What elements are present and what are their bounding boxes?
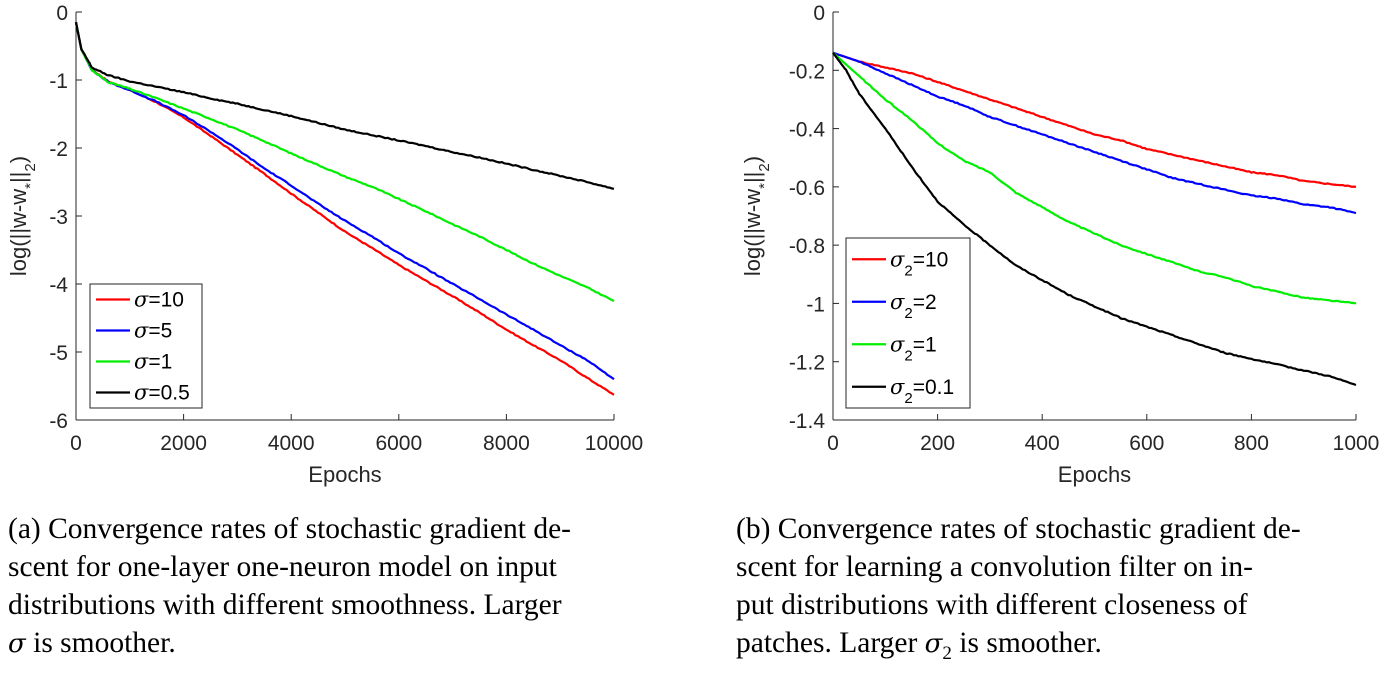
y-tick-label: -2 xyxy=(49,138,68,161)
series-line-a-3 xyxy=(74,22,615,190)
series-line-b-0 xyxy=(832,51,1357,188)
legend-box xyxy=(89,283,203,409)
legend-entry: σ=0.5 xyxy=(134,381,190,405)
x-tick-label: 400 xyxy=(1025,432,1060,455)
caption-b-line-2: scent for learning a convolution filter … xyxy=(736,551,1253,583)
x-axis-label: Epochs xyxy=(1058,462,1131,487)
plot-a: 0 2000 4000 6000 8000 10000 0 -1 -2 -3 -4 -5 -6 Epoch… xyxy=(6,2,643,487)
caption-a-line-4-text: is smoother. xyxy=(25,627,176,659)
x-tick-label: 1000 xyxy=(1333,432,1380,455)
x-tick-label: 8000 xyxy=(483,432,530,455)
y-axis-label: log(||w-w*||2) xyxy=(740,156,773,276)
series-line-a-2 xyxy=(74,22,615,303)
series-line-b-1 xyxy=(832,51,1357,215)
caption-a-sigma: σ xyxy=(8,629,26,659)
y-tick-label: -3 xyxy=(49,206,68,229)
legend-entry: σ=5 xyxy=(134,319,172,343)
y-tick-label: -0.6 xyxy=(789,177,825,200)
y-tick-label: -6 xyxy=(49,410,68,433)
series-line-b-3 xyxy=(832,52,1357,387)
x-tick-label: 10000 xyxy=(585,432,643,455)
x-tick-label: 6000 xyxy=(375,432,422,455)
legend-b: σ2=10 σ2=2 σ2=1 σ2=0.1 xyxy=(845,237,971,409)
y-tick-label: 0 xyxy=(56,2,68,25)
x-axis-label: Epochs xyxy=(308,462,381,487)
series-line-b-2 xyxy=(832,51,1357,305)
x-tick-label: 600 xyxy=(1129,432,1164,455)
y-tick-label: -1 xyxy=(806,293,825,316)
legend-entry: σ2=1 xyxy=(890,332,937,364)
caption-b: (b) Convergence rates of stochastic grad… xyxy=(736,510,1384,673)
caption-b-line-3: put distributions with different closene… xyxy=(736,589,1248,621)
caption-b-sigma: σ xyxy=(924,629,943,659)
figure: 0 2000 4000 6000 8000 100000-1-2-3-4-5-6Epoch… xyxy=(6,2,1379,487)
caption-a-line-3: distributions with different smoothness.… xyxy=(8,589,562,621)
caption-a-line-1: (a) Convergence rates of stochastic grad… xyxy=(8,513,571,545)
caption-a: (a) Convergence rates of stochastic grad… xyxy=(8,510,652,663)
legend-entry: σ2=0.1 xyxy=(890,375,954,407)
y-tick-label: -0.4 xyxy=(789,119,826,142)
y-tick-label: -0.8 xyxy=(789,235,825,258)
caption-b-line-4: patches. Larger σ2 is smoother. xyxy=(736,624,1384,673)
y-axis-label: log(||w-w*||2) xyxy=(6,156,39,276)
caption-b-line-4-text: is smoother. xyxy=(951,627,1102,659)
x-tick-label: 0 xyxy=(827,432,839,455)
y-tick-label: -5 xyxy=(49,342,68,365)
legend-box xyxy=(845,237,971,409)
legend-entry: σ=1 xyxy=(134,350,172,374)
caption-a-line-4: σ is smoother. xyxy=(8,624,652,663)
caption-b-line-4-pre: patches. Larger xyxy=(736,627,925,659)
y-tick-label: -1.2 xyxy=(789,352,825,375)
caption-b-sigma-sub: 2 xyxy=(942,642,952,664)
legend-entry: σ2=10 xyxy=(890,247,948,279)
caption-a-line-2: scent for one-layer one-neuron model on … xyxy=(8,551,557,583)
legend-entry: σ=10 xyxy=(134,288,184,312)
y-tick-label: 0 xyxy=(813,2,825,25)
y-tick-label: -0.2 xyxy=(789,60,825,83)
legend-a: σ=10 σ=5 σ=1 σ=0.5 xyxy=(89,283,203,409)
y-tick-label: -1.4 xyxy=(789,410,826,433)
y-tick-label: -1 xyxy=(49,70,68,93)
x-tick-label: 0 xyxy=(70,432,82,455)
legend-entry: σ2=2 xyxy=(890,290,937,322)
x-tick-label: 200 xyxy=(920,432,955,455)
x-tick-label: 800 xyxy=(1234,432,1269,455)
x-tick-label: 4000 xyxy=(268,432,315,455)
x-tick-label: 2000 xyxy=(160,432,207,455)
plot-b: 0 200 400 600 800 1000 0 -0.2 -0.4 -0.6 -0.8 -1 -1.2… xyxy=(740,2,1379,487)
caption-b-line-1: (b) Convergence rates of stochastic grad… xyxy=(736,513,1301,545)
y-tick-label: -4 xyxy=(49,274,68,297)
